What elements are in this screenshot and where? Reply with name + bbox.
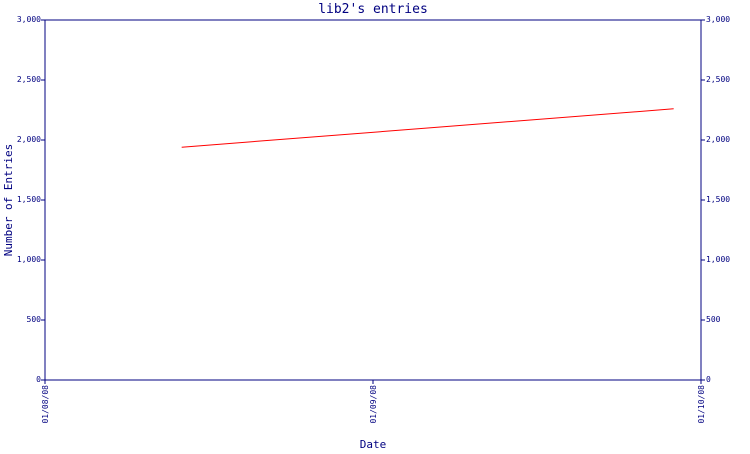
y-tick-label-right: 1,500: [706, 195, 730, 204]
y-tick-label-left: 3,000: [17, 15, 41, 24]
y-tick-label-right: 3,000: [706, 15, 730, 24]
x-axis-label: Date: [360, 438, 387, 450]
y-tick-label-right: 500: [706, 315, 721, 324]
chart-title: lib2's entries: [318, 2, 428, 17]
y-tick-label-left: 1,500: [17, 195, 41, 204]
series-group: [181, 108, 674, 148]
y-tick-label-right: 1,000: [706, 255, 730, 264]
y-tick-label-right: 0: [706, 375, 711, 384]
x-axis: 01/08/08 01/09/08 01/10/08: [41, 380, 706, 424]
y-tick-label-left: 500: [27, 315, 42, 324]
y-tick-label-left: 1,000: [17, 255, 41, 264]
x-tick-label: 01/08/08: [41, 385, 50, 424]
y-tick-label-left: 0: [36, 375, 41, 384]
x-tick-label: 01/10/08: [697, 385, 706, 424]
y-tick-label-right: 2,500: [706, 75, 730, 84]
y-axis-left: 0 500 1,000 1,500 2,000 2,500 3,000: [17, 15, 45, 384]
y-tick-label-right: 2,000: [706, 135, 730, 144]
y-axis-label: Number of Entries: [2, 144, 15, 257]
series-line: [181, 108, 674, 148]
x-tick-label: 01/09/08: [369, 385, 378, 424]
y-axis-right: 0 500 1,000 1,500 2,000 2,500 3,000: [701, 15, 730, 384]
plot-area-frame: [44, 19, 702, 381]
y-tick-label-left: 2,500: [17, 75, 41, 84]
y-tick-label-left: 2,000: [17, 135, 41, 144]
